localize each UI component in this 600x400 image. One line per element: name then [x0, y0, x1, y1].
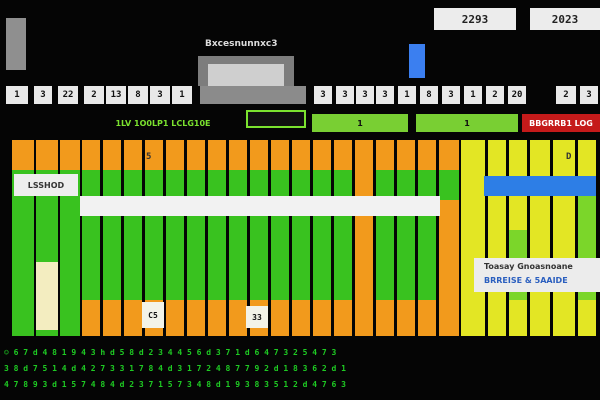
blue-slider[interactable] [409, 44, 425, 78]
year-box-left[interactable]: 2293 [434, 8, 516, 30]
green-segment [271, 170, 289, 300]
white-row-bar [80, 196, 440, 216]
left-gray-block [6, 18, 26, 70]
blue-band [484, 176, 596, 196]
band-green-frame [246, 110, 306, 128]
band-left-text: 1LV 1O0LP1 LCLG10E [115, 118, 211, 128]
row-cell-14[interactable]: 8 [420, 86, 438, 104]
left-panel-label[interactable]: LSSHOD [14, 174, 78, 196]
pale-block [36, 262, 58, 330]
glyph-row: 3 8 d 7 5 1 4 d 4 2 7 3 3 1 7 8 4 d 3 1 … [4, 364, 346, 373]
row-cell-4[interactable]: 2 [84, 86, 104, 104]
cell-row: 1 3 22 2 13 8 3 1 3 3 3 3 1 8 3 1 2 20 2… [0, 86, 600, 106]
green-segment [145, 170, 163, 300]
row-cell-3[interactable]: 22 [58, 86, 78, 104]
row-cell-2[interactable]: 3 [34, 86, 52, 104]
glyph-row: ☺ 6 7 d 4 8 1 9 4 3 h d 5 8 d 2 3 4 4 5 … [4, 348, 337, 357]
row-cell-20[interactable]: 3 [580, 86, 598, 104]
row-cell-8[interactable]: 1 [172, 86, 192, 104]
row-cell-17[interactable]: 2 [486, 86, 504, 104]
row-cell-7[interactable]: 3 [150, 86, 170, 104]
green-segment [82, 170, 100, 300]
green-segment [376, 170, 394, 300]
row-cell-9[interactable]: 3 [314, 86, 332, 104]
row-cell-18[interactable]: 20 [508, 86, 526, 104]
green-segment [124, 170, 142, 300]
row-cell-13[interactable]: 1 [398, 86, 416, 104]
info-line-2: BRREISE & 5AAIDE [484, 276, 568, 285]
footer-glyphs: ☺ 6 7 d 4 8 1 9 4 3 h d 5 8 d 2 3 4 4 5 … [0, 342, 600, 400]
year-box-right[interactable]: 2023 [530, 8, 600, 30]
green-segment [60, 170, 80, 336]
tile-c5[interactable]: C5 [142, 302, 164, 328]
band-cell-b: 1 [416, 114, 518, 132]
row-cell-5[interactable]: 13 [106, 86, 126, 104]
glyph-row: 4 7 8 9 3 d 1 5 7 4 8 4 d 2 3 7 1 5 7 3 … [4, 380, 346, 389]
column [461, 140, 485, 336]
green-segment [292, 170, 310, 300]
row-cell-15[interactable]: 3 [442, 86, 460, 104]
row-cell-10[interactable]: 3 [336, 86, 354, 104]
green-segment [250, 170, 268, 300]
row-cell-16[interactable]: 1 [464, 86, 482, 104]
row-cell-12[interactable]: 3 [376, 86, 394, 104]
green-segment [397, 170, 415, 300]
row-spacer [200, 86, 306, 104]
row-cell-6[interactable]: 8 [128, 86, 148, 104]
green-segment [103, 170, 121, 300]
window-title: Bxcesnunnxc3 [205, 39, 278, 49]
column-text-5: 5 [146, 152, 152, 162]
row-cell-11[interactable]: 3 [356, 86, 374, 104]
column [355, 140, 373, 336]
right-info-panel: Toasay Gnoasnoane BRREISE & 5AAIDE [474, 258, 600, 292]
band-cell-a: 1 [312, 114, 408, 132]
center-screen-icon [198, 56, 294, 86]
green-segment [187, 170, 205, 300]
green-segment [208, 170, 226, 300]
row-cell-19[interactable]: 2 [556, 86, 576, 104]
green-segment [229, 170, 247, 300]
green-segment [313, 170, 331, 300]
info-line-1: Toasay Gnoasnoane [484, 262, 573, 271]
tile-33[interactable]: 33 [246, 306, 268, 328]
green-segment [418, 170, 436, 300]
column-text-d: D [566, 152, 572, 162]
band-right-text[interactable]: BBGRRB1 LOG [522, 114, 600, 132]
row-cell-1[interactable]: 1 [6, 86, 28, 104]
green-segment [12, 170, 34, 336]
green-segment [334, 170, 352, 300]
green-segment [439, 170, 459, 200]
green-segment [166, 170, 184, 300]
